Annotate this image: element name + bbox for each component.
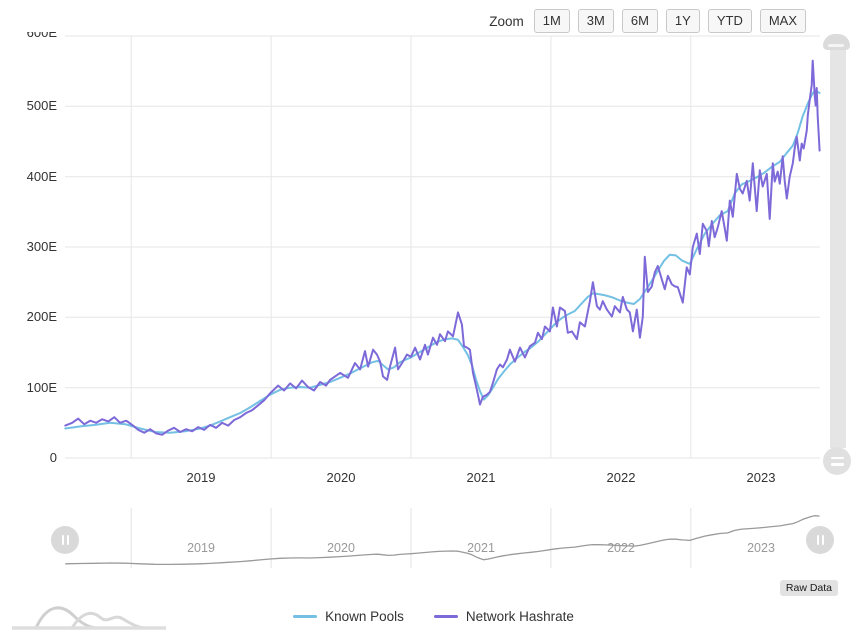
navigator-year-2019: 2019 xyxy=(187,541,215,555)
network-hashrate-line-swatch-icon xyxy=(433,615,458,618)
zoom-toolbar: Zoom 1M 3M 6M 1Y YTD MAX xyxy=(489,9,806,33)
x-axis-label-2023: 2023 xyxy=(746,470,776,485)
navigator-year-2023: 2023 xyxy=(747,541,775,555)
resize-handle-bar-icon xyxy=(830,463,844,466)
navigator-handle-right[interactable] xyxy=(806,526,834,554)
scrollbar-dome-notch xyxy=(828,44,844,47)
grip-bars-icon xyxy=(821,535,824,545)
zoom-label: Zoom xyxy=(489,13,524,29)
scrollbar-top-button[interactable] xyxy=(823,34,850,50)
zoom-button-3m[interactable]: 3M xyxy=(577,9,614,33)
vertical-scrollbar-track[interactable] xyxy=(830,50,846,448)
y-axis-label-600: 600E xyxy=(26,32,57,40)
raw-data-button[interactable]: Raw Data xyxy=(779,580,838,596)
zoom-button-1y[interactable]: 1Y xyxy=(665,9,700,33)
resize-handle-bar-icon xyxy=(830,456,844,459)
grip-bars-icon xyxy=(66,535,69,545)
chart-logo-watermark xyxy=(12,606,166,630)
y-axis-label-300: 300E xyxy=(26,239,57,254)
zoom-button-1m[interactable]: 1M xyxy=(533,9,570,33)
legend-label: Known Pools xyxy=(325,609,404,624)
grip-bars-icon xyxy=(61,535,64,545)
x-axis-label-2021: 2021 xyxy=(466,470,496,485)
y-axis-label-500: 500E xyxy=(26,98,57,113)
known-pools-line-swatch-icon xyxy=(293,615,318,618)
chart-resize-handle[interactable] xyxy=(823,447,851,475)
legend: Known Pools Network Hashrate xyxy=(0,609,867,624)
navigator-grid-lines xyxy=(130,508,692,568)
x-axis-label-2019: 2019 xyxy=(186,470,216,485)
navigator-area[interactable] xyxy=(68,508,820,568)
zoom-button-6m[interactable]: 6M xyxy=(621,9,658,33)
y-axis-label-400: 400E xyxy=(26,169,57,184)
legend-item-known-pools[interactable]: Known Pools xyxy=(293,609,404,624)
grip-bars-icon xyxy=(816,535,819,545)
legend-label: Network Hashrate xyxy=(465,609,574,624)
x-axis-label-2020: 2020 xyxy=(326,470,356,485)
navigator-year-2021: 2021 xyxy=(467,541,495,555)
y-axis-label-200: 200E xyxy=(26,309,57,324)
navigator-year-2022: 2022 xyxy=(607,541,635,555)
zoom-button-max[interactable]: MAX xyxy=(759,9,806,33)
x-axis-label-2022: 2022 xyxy=(606,470,636,485)
legend-item-network-hashrate[interactable]: Network Hashrate xyxy=(433,609,574,624)
y-axis-label-0: 0 xyxy=(49,450,57,465)
plot-area[interactable] xyxy=(65,36,820,458)
y-axis-label-100: 100E xyxy=(26,380,57,395)
navigator-handle-left[interactable] xyxy=(51,526,79,554)
zoom-button-ytd[interactable]: YTD xyxy=(707,9,752,33)
navigator-year-2020: 2020 xyxy=(327,541,355,555)
